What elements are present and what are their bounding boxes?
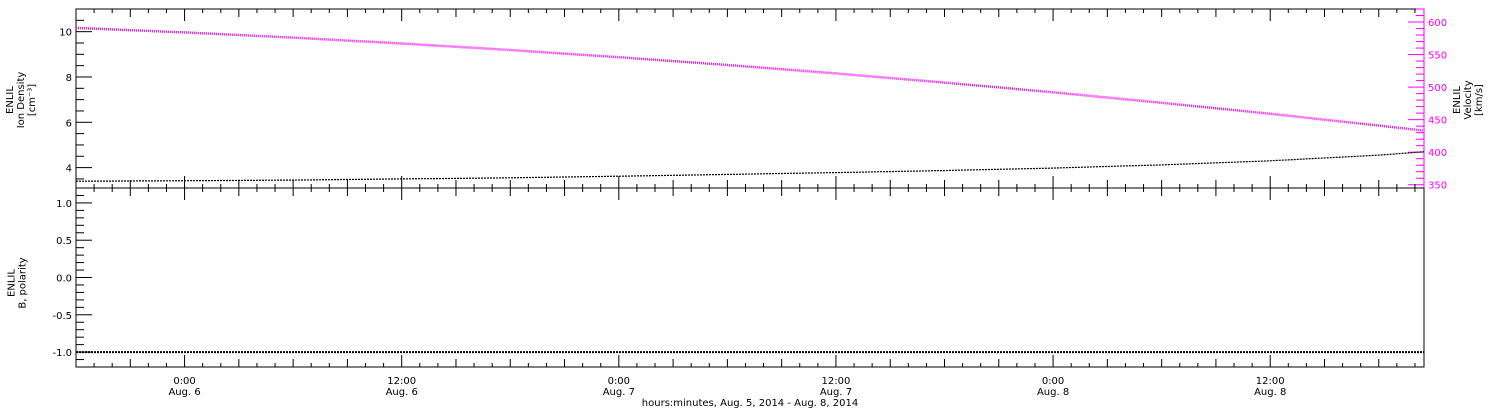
velocity-label-line: Velocity	[1463, 80, 1474, 119]
time-tick-label: 0:00	[608, 376, 630, 387]
polarity-tick-label: -0.5	[52, 311, 72, 322]
density-label-line: ENLIL	[5, 86, 16, 114]
time-tick-label: 12:00	[1256, 376, 1285, 387]
date-tick-label: Aug. 6	[386, 387, 418, 398]
velocity-label-line: ENLIL	[1452, 86, 1463, 114]
polarity-tick-label: 0.5	[56, 236, 72, 247]
density-series-line	[76, 151, 1425, 182]
polarity-label-line: B, polarity	[18, 257, 29, 308]
polarity-tick-label: -1.0	[52, 348, 72, 359]
velocity-tick-label: 450	[1428, 116, 1447, 127]
polarity-panel: -1.0 -0.5 0.0 0.5 1.0 ENLIL B, polarity	[7, 187, 1425, 368]
density-label-line: Ion Density	[16, 72, 27, 129]
bottom-panel-time-ticks	[75, 188, 1416, 367]
velocity-tick-label: 550	[1428, 51, 1447, 62]
time-axis-title: hours:minutes, Aug. 5, 2014 - Aug. 8, 20…	[642, 398, 858, 409]
bottom-panel-frame	[75, 187, 1425, 368]
date-tick-label: Aug. 6	[168, 387, 200, 398]
polarity-tick-label: 1.0	[56, 199, 72, 210]
date-tick-label: Aug. 7	[820, 387, 852, 398]
date-tick-label: Aug. 8	[1254, 387, 1286, 398]
time-tick-label: 0:00	[173, 376, 195, 387]
density-tick-label: 6	[66, 118, 72, 129]
density-tick-label: 10	[59, 28, 72, 39]
velocity-series-line	[75, 26, 1425, 132]
polarity-tick-label: 0.0	[56, 274, 72, 285]
polarity-label-line: ENLIL	[7, 269, 18, 297]
velocity-tick-label: 400	[1428, 148, 1447, 159]
density-axis: 4 6 8 10	[59, 19, 92, 180]
velocity-label-line: [km/s]	[1474, 84, 1485, 116]
velocity-axis-label: ENLIL Velocity [km/s]	[1452, 80, 1485, 119]
density-tick-label: 8	[66, 73, 72, 84]
time-tick-label: 0:00	[1042, 376, 1064, 387]
density-axis-label: ENLIL Ion Density [cm⁻³]	[5, 72, 38, 129]
time-tick-label: 12:00	[822, 376, 851, 387]
date-tick-label: Aug. 8	[1037, 387, 1069, 398]
velocity-tick-label: 500	[1428, 83, 1447, 94]
velocity-tick-label: 350	[1428, 181, 1447, 192]
polarity-axis: -1.0 -0.5 0.0 0.5 1.0	[52, 194, 92, 361]
top-panel-series	[75, 26, 1425, 182]
density-label-line: [cm⁻³]	[27, 84, 38, 116]
date-tick-label: Aug. 7	[603, 387, 635, 398]
velocity-axis: 350 400 450 500 550 600	[1408, 8, 1447, 192]
density-tick-label: 4	[66, 164, 72, 175]
top-panel-time-ticks	[75, 9, 1416, 188]
polarity-axis-label: ENLIL B, polarity	[7, 257, 29, 308]
velocity-tick-label: 600	[1428, 18, 1447, 29]
time-tick-label: 12:00	[387, 376, 416, 387]
